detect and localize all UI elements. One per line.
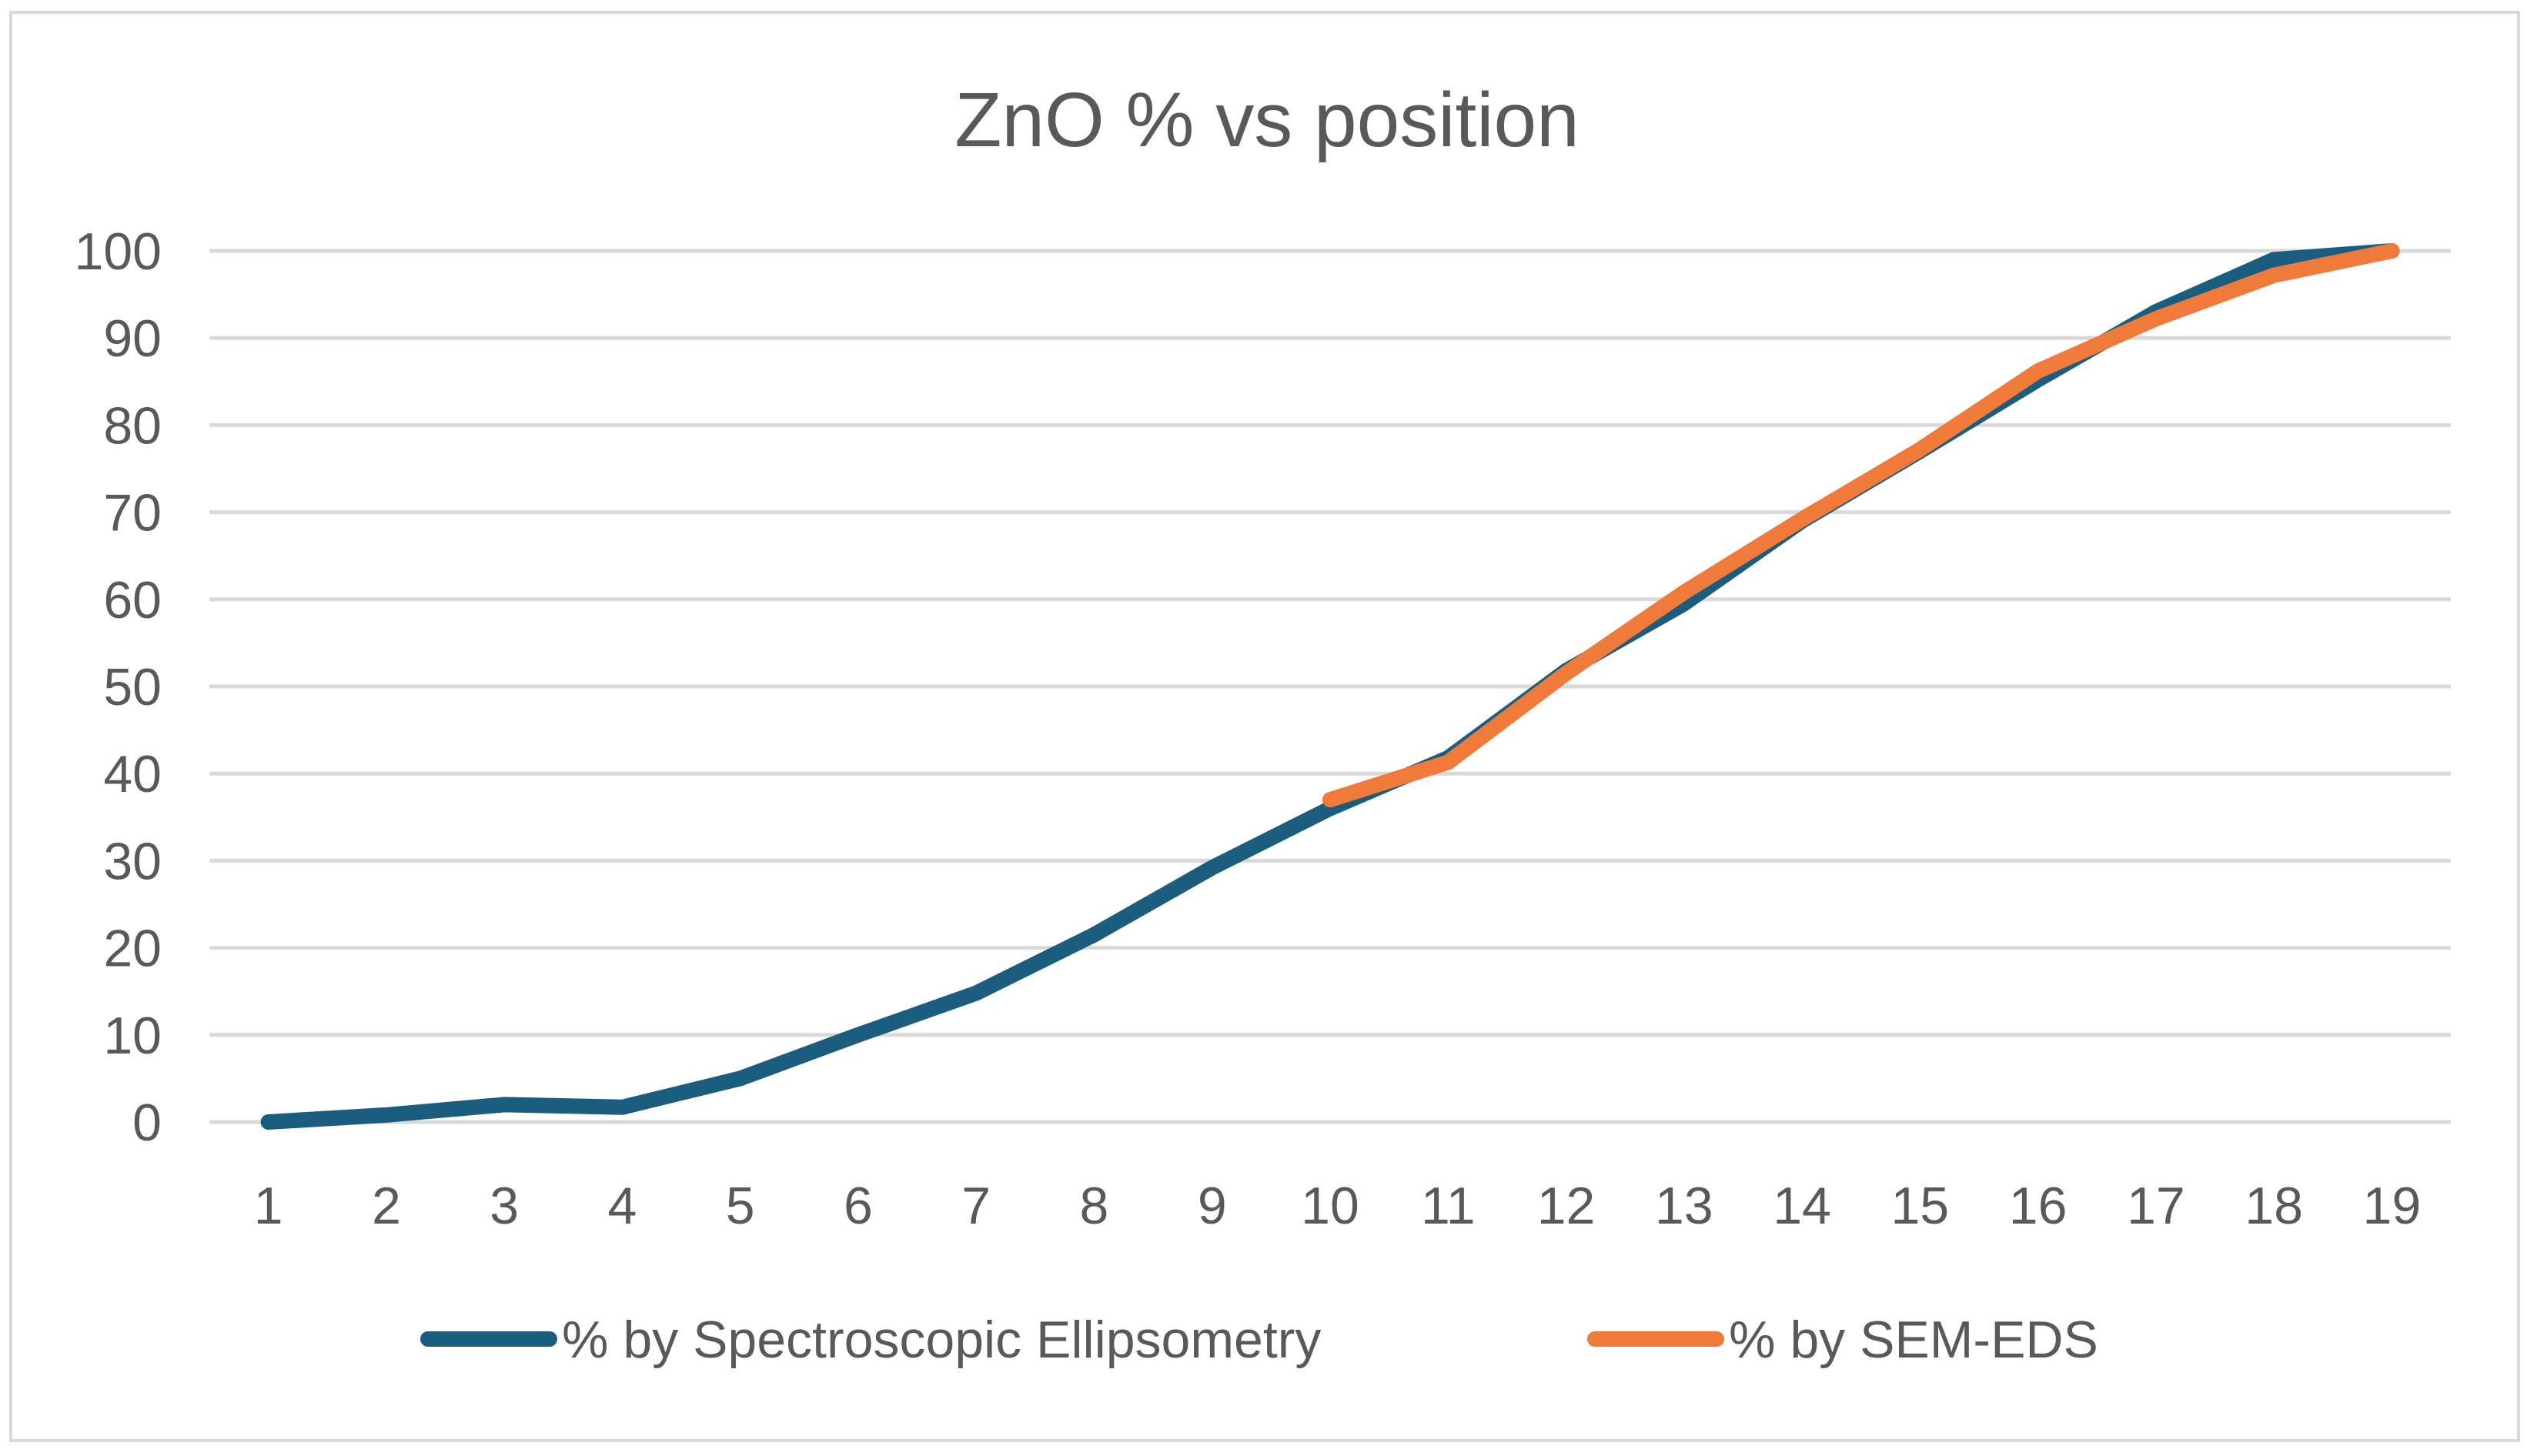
y-axis-ticks: 0 10 20 30 40 50 60 70 80 90 100 <box>75 222 162 1152</box>
y-tick-label: 60 <box>103 571 162 629</box>
x-tick-label: 18 <box>2245 1177 2303 1235</box>
x-tick-label: 12 <box>1537 1177 1596 1235</box>
x-tick-label: 7 <box>961 1177 991 1235</box>
x-tick-label: 6 <box>844 1177 873 1235</box>
y-tick-label: 30 <box>103 832 162 890</box>
y-tick-label: 0 <box>132 1094 162 1152</box>
x-tick-label: 2 <box>372 1177 401 1235</box>
x-tick-label: 11 <box>1421 1177 1476 1235</box>
legend: % by Spectroscopic Ellipsometry % by SEM-… <box>420 1311 2098 1369</box>
y-tick-label: 80 <box>103 396 162 455</box>
x-tick-label: 3 <box>490 1177 519 1235</box>
x-tick-label: 9 <box>1198 1177 1227 1235</box>
x-tick-label: 19 <box>2363 1177 2422 1235</box>
x-tick-label: 8 <box>1080 1177 1109 1235</box>
x-axis-ticks: 1 2 3 4 5 6 7 8 9 10 11 12 13 14 15 16 17 18 19 <box>254 1177 2421 1235</box>
x-tick-label: 5 <box>726 1177 755 1235</box>
chart-title: ZnO % vs position <box>954 77 1579 163</box>
y-tick-label: 10 <box>103 1007 162 1065</box>
y-tick-label: 100 <box>75 222 162 281</box>
series-line-2 <box>1322 243 2400 808</box>
x-tick-label: 14 <box>1773 1177 1831 1235</box>
x-tick-label: 16 <box>2009 1177 2068 1235</box>
x-tick-label: 15 <box>1890 1177 1949 1235</box>
y-tick-label: 90 <box>103 309 162 368</box>
x-tick-label: 1 <box>254 1177 283 1235</box>
gridlines <box>209 249 2451 1124</box>
x-tick-label: 17 <box>2127 1177 2185 1235</box>
y-tick-label: 40 <box>103 745 162 803</box>
x-tick-label: 13 <box>1655 1177 1713 1235</box>
legend-label-2: % by SEM-EDS <box>1729 1311 2098 1369</box>
x-tick-label: 10 <box>1301 1177 1359 1235</box>
legend-label-1: % by Spectroscopic Ellipsometry <box>562 1311 1321 1369</box>
x-tick-label: 4 <box>608 1177 637 1235</box>
y-tick-label: 20 <box>103 920 162 978</box>
y-tick-label: 70 <box>103 484 162 543</box>
y-tick-label: 50 <box>103 658 162 716</box>
series-lines <box>260 243 2400 1130</box>
